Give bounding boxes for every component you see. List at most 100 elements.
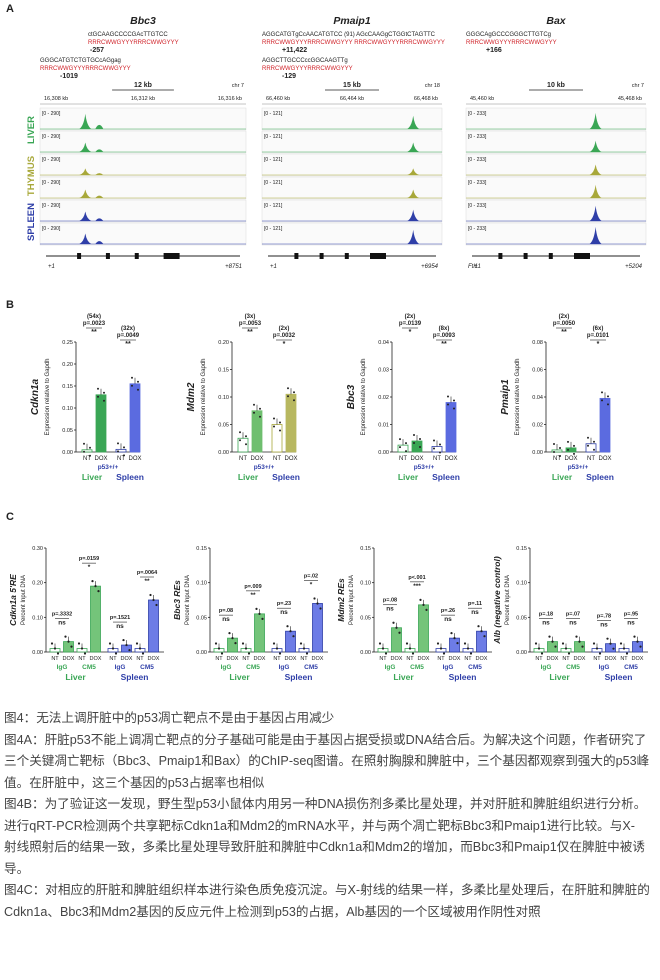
b-y-tick-label: 0.20 [62,362,73,368]
b-data-point [433,447,435,450]
b-p-value: p=.0023 [83,321,106,327]
b-tissue-spleen: Spleen [272,472,300,482]
chip-peak-secondary [95,218,104,221]
chromosome-label: chr 18 [425,83,440,89]
b-bar [271,424,283,453]
c-data-point [408,647,412,650]
gene-start-label: +1 [48,264,55,270]
b-x-label: NT [239,456,247,462]
track-frame [261,199,443,223]
chip-peak-secondary [95,241,104,244]
b-p-value: p=.0139 [399,321,422,327]
c-data-point [70,645,73,648]
chromosome-label: chr 7 [232,83,244,89]
c-antibody-label: CM5 [82,664,96,671]
b-significance: * [597,341,600,348]
c-x-label: NT [273,656,281,662]
scale-label: 12 kb [134,82,152,89]
c-antibody-label: IgG [443,664,454,671]
c-x-label: DOX [63,656,75,662]
b-tissue-liver: Liver [238,472,259,482]
track-range: [0 - 290] [42,157,61,163]
coordinate-tick: 16,312 kb [131,96,155,102]
c-p-value: p=.95 [624,612,638,618]
c-data-point [612,647,615,650]
track-frame [39,222,247,246]
b-y-tick-label: 0.00 [378,450,389,456]
b-tissue-spleen: Spleen [116,472,144,482]
b-data-point [103,399,105,402]
coordinate-tick: 45,460 kb [470,96,494,102]
c-bar [285,630,296,653]
c-p-value: p=.18 [539,612,553,618]
c-data-point [578,640,581,643]
b-chart-gene: Pmaip1 [500,379,511,415]
c-data-point [94,585,97,588]
c-data-point [114,652,118,655]
chip-peak [589,184,602,198]
caption-line: 射线照射后的结果一致，多柔比星处理导致肝脏和脾脏中Cdkn1a和Mdm2的增加，… [4,840,645,854]
neighbor-gene-label: Ftl1 [468,264,478,270]
b-data-point [593,440,595,443]
track-range: [0 - 121] [264,180,283,186]
c-antibody-label: CM5 [566,664,580,671]
b-y-tick-label: 0.01 [378,423,389,429]
c-x-label: DOX [574,656,586,662]
b-x-label: DOX [94,456,107,462]
coordinate-tick: 66,460 kb [266,96,290,102]
c-data-point [319,607,322,610]
motif-consensus: RRRCWWGYYYRRRCWWGYYY [40,66,131,72]
c-x-label: NT [78,656,86,662]
c-y-tick-label: 0.00 [360,650,371,656]
c-data-point [619,642,623,645]
c-significance: * [88,564,91,571]
track-range: [0 - 121] [264,111,283,117]
b-bar [599,397,611,453]
c-y-tick-label: 0.10 [196,581,207,587]
chip-peak [79,113,92,129]
b-fold-change: (8x) [439,326,450,332]
c-antibody-label: IgG [57,664,68,671]
motif-sequence: GGGCATGTCTGTGCcAGgag [40,58,121,64]
b-data-point [245,443,247,446]
c-p-value: p=.08 [219,608,233,614]
c-x-label: NT [51,656,59,662]
c-data-point [540,652,544,655]
b-genotype: p53+/+ [254,464,275,471]
panel-c-label: C [6,511,14,523]
tissue-label: THYMUS [26,156,37,196]
c-data-point [80,647,84,650]
chip-peak [589,164,602,175]
b-fold-change: (3x) [245,314,256,320]
track-range: [0 - 121] [264,226,283,232]
c-data-point [83,652,87,655]
chip-peak [79,142,92,152]
c-data-point [275,647,279,650]
b-data-point [439,451,441,454]
b-data-point [137,380,139,383]
c-data-point [398,631,401,634]
exon-block [77,253,82,259]
c-data-point [466,647,470,650]
motif-consensus: RRRCWWGYYYRRRCWWGYYY [262,66,353,72]
c-data-point [561,642,565,645]
c-x-label: DOX [391,656,403,662]
chip-peak-secondary [95,124,104,129]
c-bar [418,604,429,653]
tissue-label: LIVER [26,116,37,144]
coordinate-tick: 66,464 kb [340,96,364,102]
c-data-point [244,647,248,650]
b-bar [445,402,457,453]
b-x-label: DOX [598,456,611,462]
b-y-tick-label: 0.25 [62,340,73,346]
c-antibody-label: IgG [541,664,552,671]
c-x-label: NT [379,656,387,662]
c-bar [148,599,159,653]
c-y-tick-label: 0.00 [32,650,43,656]
b-data-point [601,391,603,394]
c-data-point [622,647,626,650]
b-y-tick-label: 0.15 [62,384,73,390]
c-data-point [575,635,578,638]
c-data-point [537,647,541,650]
c-y-tick-label: 0.15 [360,546,371,552]
